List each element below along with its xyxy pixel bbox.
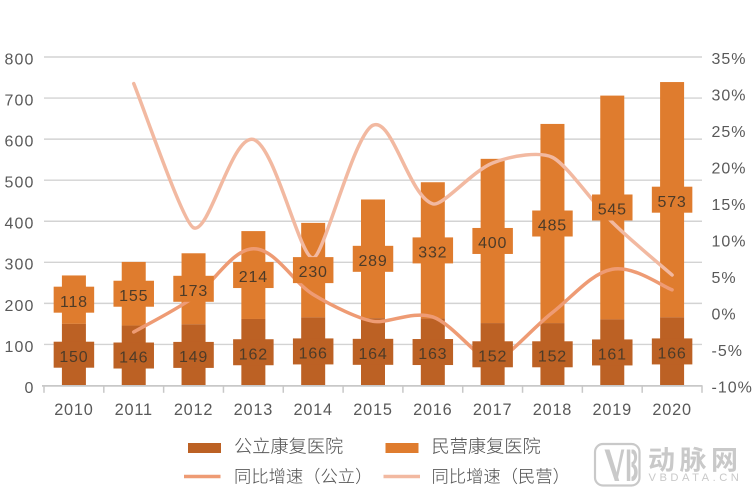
svg-text:2018: 2018 (533, 401, 572, 419)
svg-text:800: 800 (5, 51, 35, 68)
svg-text:400: 400 (5, 216, 35, 233)
svg-text:700: 700 (5, 92, 35, 109)
svg-text:2016: 2016 (413, 401, 452, 419)
svg-text:35%: 35% (712, 51, 747, 68)
svg-text:5%: 5% (712, 270, 737, 287)
svg-text:545: 545 (598, 202, 627, 219)
svg-text:146: 146 (119, 350, 148, 367)
svg-text:0%: 0% (712, 306, 737, 323)
svg-text:25%: 25% (712, 124, 747, 141)
svg-text:100: 100 (5, 339, 35, 356)
svg-text:485: 485 (538, 218, 567, 235)
svg-text:2017: 2017 (473, 401, 512, 419)
svg-text:573: 573 (658, 194, 687, 211)
svg-text:289: 289 (358, 253, 387, 270)
svg-text:152: 152 (478, 348, 507, 365)
svg-text:230: 230 (299, 264, 328, 281)
svg-text:400: 400 (478, 235, 507, 252)
svg-text:2010: 2010 (54, 401, 93, 419)
svg-text:118: 118 (60, 294, 88, 311)
svg-text:214: 214 (239, 269, 268, 286)
svg-text:152: 152 (538, 348, 567, 365)
svg-text:164: 164 (358, 346, 387, 363)
svg-text:155: 155 (119, 288, 148, 305)
svg-text:200: 200 (5, 298, 35, 315)
svg-text:162: 162 (239, 346, 268, 363)
svg-text:173: 173 (179, 283, 208, 300)
svg-text:163: 163 (418, 346, 447, 363)
svg-text:2015: 2015 (353, 401, 392, 419)
svg-text:2020: 2020 (652, 401, 691, 419)
svg-text:20%: 20% (712, 160, 747, 177)
svg-text:166: 166 (658, 346, 687, 363)
svg-text:500: 500 (5, 175, 35, 192)
svg-text:166: 166 (299, 346, 328, 363)
svg-text:2011: 2011 (115, 401, 153, 419)
svg-text:-10%: -10% (712, 379, 753, 396)
svg-text:30%: 30% (712, 87, 747, 104)
svg-text:161: 161 (598, 347, 627, 364)
svg-text:-5%: -5% (712, 343, 743, 360)
svg-text:332: 332 (418, 245, 447, 262)
svg-text:2019: 2019 (593, 401, 632, 419)
svg-text:2012: 2012 (174, 401, 213, 419)
svg-text:150: 150 (59, 349, 88, 366)
svg-text:0: 0 (25, 380, 35, 397)
svg-text:2013: 2013 (234, 401, 273, 419)
svg-text:15%: 15% (712, 197, 747, 214)
svg-text:VBDATA.CN: VBDATA.CN (649, 472, 743, 484)
svg-text:149: 149 (179, 349, 208, 366)
svg-text:600: 600 (5, 134, 35, 151)
svg-text:10%: 10% (712, 233, 747, 250)
svg-text:300: 300 (5, 257, 35, 274)
svg-text:2014: 2014 (293, 401, 332, 419)
